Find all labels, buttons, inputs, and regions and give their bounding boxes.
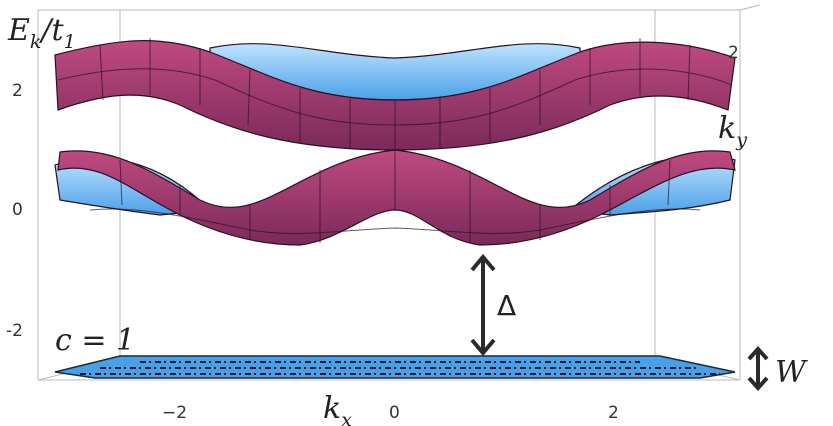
z-tick-label: -2 (6, 321, 23, 341)
x-tick-label: −2 (162, 403, 187, 423)
x-tick-label: 2 (608, 403, 619, 423)
x-axis-label: kx (323, 391, 352, 426)
z-label-sub: k (30, 31, 42, 53)
y-tick-label: 2 (728, 43, 739, 63)
chern-number: c = 1 (55, 323, 135, 358)
z-tick-label: 2 (12, 81, 23, 101)
z-label-sub2: 1 (64, 31, 76, 53)
width-label: W (775, 355, 808, 390)
z-axis-label: Ek/t1 (7, 13, 76, 53)
width-arrow (747, 346, 769, 391)
z-tick-label: 0 (12, 200, 23, 220)
y-label-sub: y (735, 129, 747, 151)
z-label-main: E (7, 13, 30, 48)
x-tick-label: 0 (389, 403, 400, 423)
z-label-mid: /t (38, 13, 64, 48)
flat-band-texture (80, 361, 720, 375)
y-label-main: k (718, 111, 736, 146)
lower-band (54, 149, 736, 246)
gap-arrow (470, 253, 496, 357)
x-label-main: k (323, 391, 341, 426)
upper-band (54, 38, 736, 151)
y-axis-label: ky (718, 111, 747, 151)
gap-label: Δ (497, 289, 516, 322)
x-label-sub: x (341, 409, 352, 426)
